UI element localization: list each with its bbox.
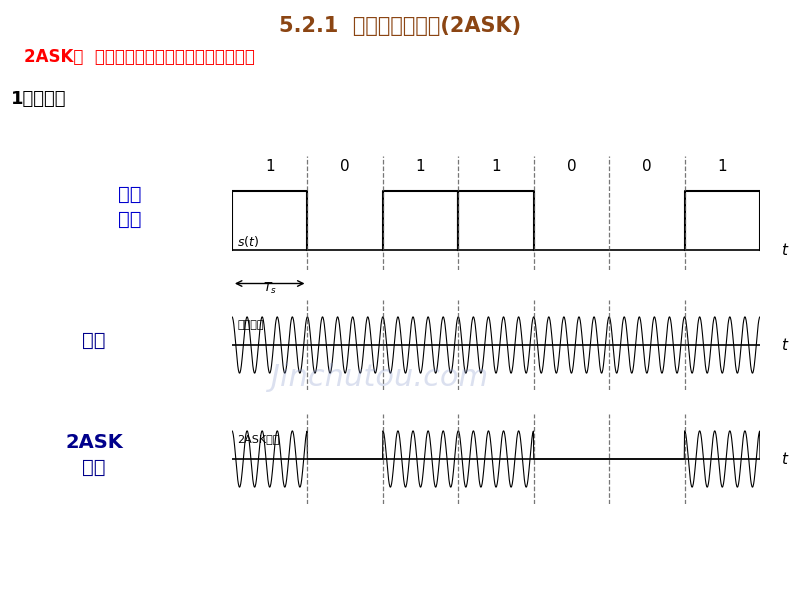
Text: 1、波形图: 1、波形图 [11, 90, 66, 108]
Text: $t$: $t$ [781, 242, 790, 257]
Text: $t$: $t$ [781, 451, 790, 467]
Text: 2、时域表达式: 2、时域表达式 [22, 541, 93, 559]
Text: 2ASK？  是指载波幅度随着调制信号变化的。: 2ASK？ 是指载波幅度随着调制信号变化的。 [24, 48, 255, 66]
Text: 1: 1 [718, 159, 727, 174]
Text: 2ASK信号: 2ASK信号 [238, 434, 280, 444]
Text: 0: 0 [340, 159, 350, 174]
Text: 0: 0 [566, 159, 576, 174]
Text: 3、产生方法（调制方法）: 3、产生方法（调制方法） [354, 541, 476, 559]
Text: 1: 1 [416, 159, 426, 174]
Text: Jinchutou.com: Jinchutou.com [271, 364, 489, 392]
Text: 基带
信号: 基带 信号 [118, 185, 142, 229]
Text: $t$: $t$ [781, 337, 790, 353]
Text: 2ASK
信号: 2ASK 信号 [66, 433, 123, 476]
Text: 4、功率谱与带宽: 4、功率谱与带宽 [22, 574, 103, 592]
Text: $T_s$: $T_s$ [262, 281, 277, 296]
Text: 载波: 载波 [82, 331, 106, 350]
Text: 5.2.1  二进制振幅键控(2ASK): 5.2.1 二进制振幅键控(2ASK) [279, 16, 521, 36]
Text: 5、两种解调方法: 5、两种解调方法 [354, 574, 436, 592]
Text: 载波信号: 载波信号 [238, 320, 264, 330]
Text: 0: 0 [642, 159, 652, 174]
Text: 1: 1 [491, 159, 501, 174]
Text: 1: 1 [265, 159, 274, 174]
Text: $s(t)$: $s(t)$ [238, 234, 259, 249]
